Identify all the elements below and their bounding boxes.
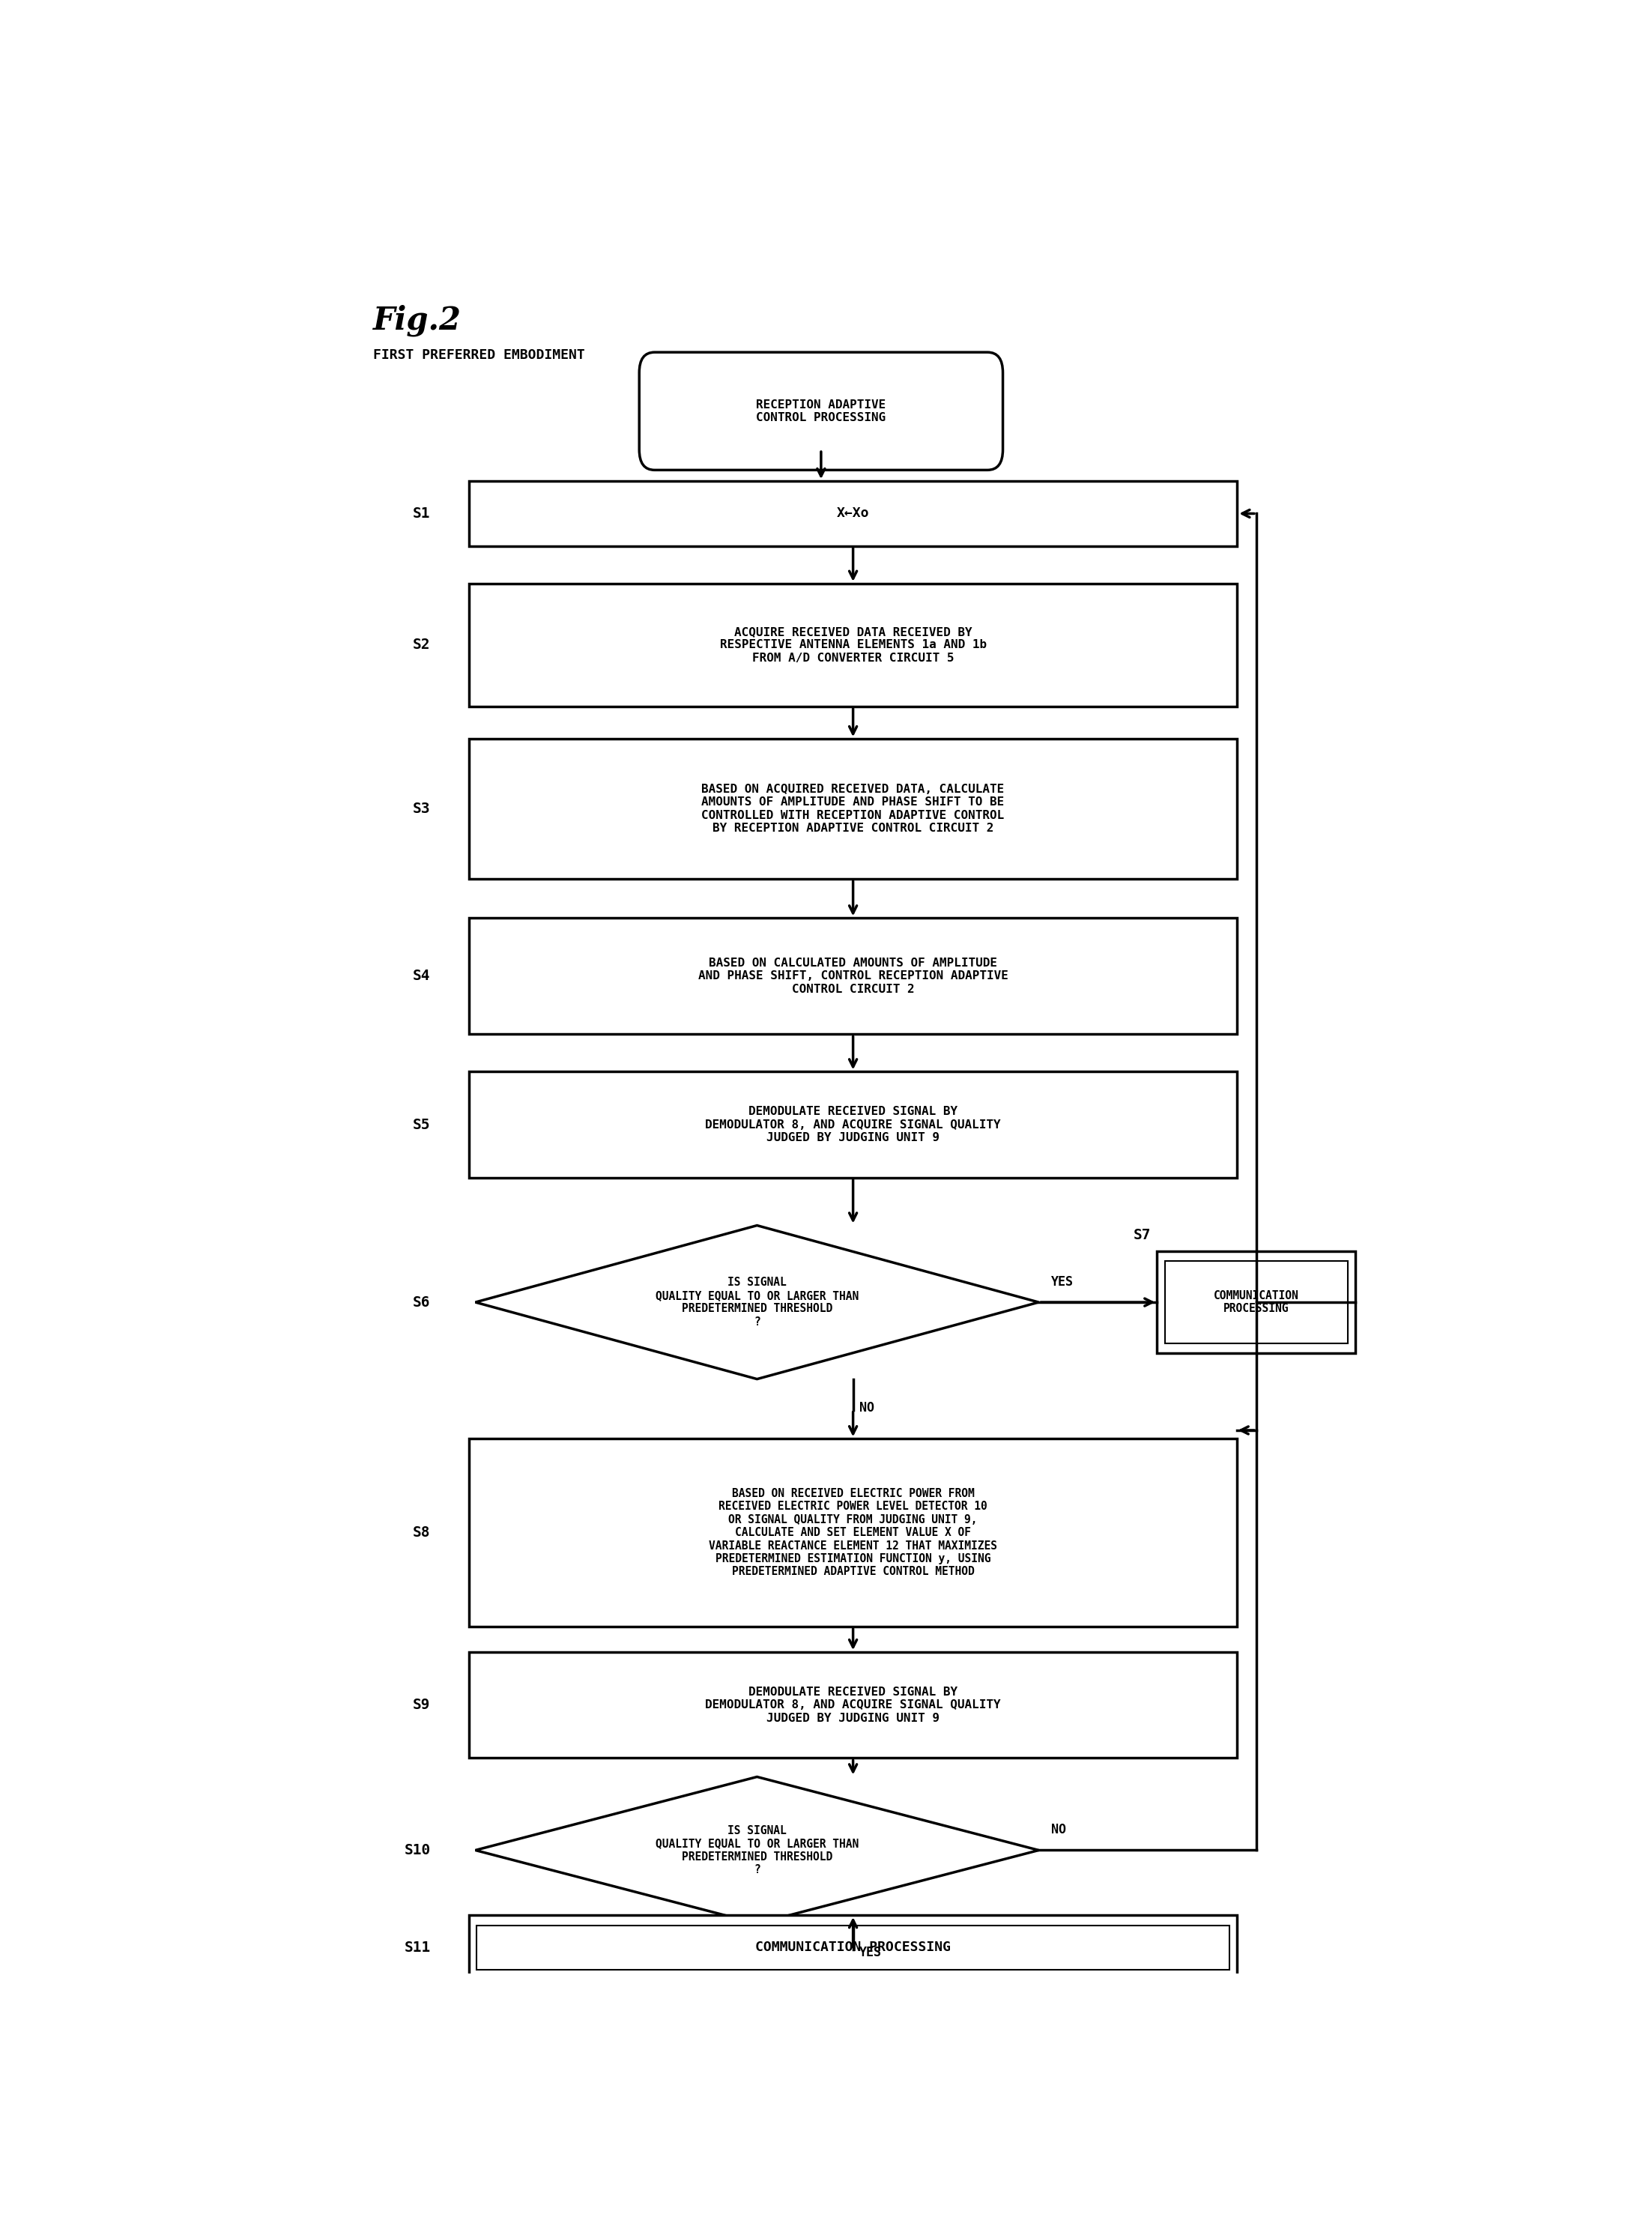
Bar — [469, 481, 1237, 545]
Text: RECEPTION ADAPTIVE
CONTROL PROCESSING: RECEPTION ADAPTIVE CONTROL PROCESSING — [757, 399, 885, 423]
Text: COMMUNICATION PROCESSING: COMMUNICATION PROCESSING — [755, 1940, 952, 1953]
Bar — [469, 1071, 1237, 1177]
Text: NO: NO — [1052, 1822, 1067, 1836]
Text: S5: S5 — [413, 1117, 431, 1133]
Text: DEMODULATE RECEIVED SIGNAL BY
DEMODULATOR 8, AND ACQUIRE SIGNAL QUALITY
JUDGED B: DEMODULATE RECEIVED SIGNAL BY DEMODULATO… — [705, 1687, 1001, 1725]
Text: S6: S6 — [413, 1295, 431, 1310]
Text: YES: YES — [859, 1947, 882, 1960]
Text: S1: S1 — [413, 505, 431, 521]
Text: BASED ON ACQUIRED RECEIVED DATA, CALCULATE
AMOUNTS OF AMPLITUDE AND PHASE SHIFT : BASED ON ACQUIRED RECEIVED DATA, CALCULA… — [702, 785, 1004, 834]
Text: S2: S2 — [413, 638, 431, 652]
Bar — [469, 583, 1237, 707]
Text: NO: NO — [859, 1401, 874, 1414]
Text: YES: YES — [1052, 1275, 1074, 1288]
Bar — [1165, 1261, 1348, 1344]
Bar — [469, 1439, 1237, 1627]
Text: BASED ON RECEIVED ELECTRIC POWER FROM
RECEIVED ELECTRIC POWER LEVEL DETECTOR 10
: BASED ON RECEIVED ELECTRIC POWER FROM RE… — [709, 1488, 998, 1579]
Text: COMMUNICATION
PROCESSING: COMMUNICATION PROCESSING — [1214, 1290, 1298, 1315]
Text: S4: S4 — [413, 969, 431, 984]
Polygon shape — [476, 1226, 1039, 1379]
Bar — [469, 918, 1237, 1033]
Text: S7: S7 — [1133, 1228, 1151, 1242]
Text: Fig.2: Fig.2 — [373, 304, 461, 337]
Text: X←Xo: X←Xo — [838, 508, 869, 521]
FancyBboxPatch shape — [639, 353, 1003, 470]
Text: S11: S11 — [405, 1940, 431, 1955]
Text: ACQUIRE RECEIVED DATA RECEIVED BY
RESPECTIVE ANTENNA ELEMENTS 1a AND 1b
FROM A/D: ACQUIRE RECEIVED DATA RECEIVED BY RESPEC… — [720, 627, 986, 663]
Text: S10: S10 — [405, 1842, 431, 1858]
Text: DEMODULATE RECEIVED SIGNAL BY
DEMODULATOR 8, AND ACQUIRE SIGNAL QUALITY
JUDGED B: DEMODULATE RECEIVED SIGNAL BY DEMODULATO… — [705, 1106, 1001, 1144]
Bar — [469, 1652, 1237, 1758]
Bar — [469, 738, 1237, 878]
Text: FIRST PREFERRED EMBODIMENT: FIRST PREFERRED EMBODIMENT — [373, 348, 585, 361]
Bar — [469, 1915, 1237, 1980]
Text: IS SIGNAL
QUALITY EQUAL TO OR LARGER THAN
PREDETERMINED THRESHOLD
?: IS SIGNAL QUALITY EQUAL TO OR LARGER THA… — [656, 1825, 859, 1876]
Bar — [1156, 1250, 1356, 1352]
Bar — [477, 1924, 1229, 1969]
Text: IS SIGNAL
QUALITY EQUAL TO OR LARGER THAN
PREDETERMINED THRESHOLD
?: IS SIGNAL QUALITY EQUAL TO OR LARGER THA… — [656, 1277, 859, 1328]
Text: S9: S9 — [413, 1698, 431, 1712]
Text: S8: S8 — [413, 1525, 431, 1541]
Text: BASED ON CALCULATED AMOUNTS OF AMPLITUDE
AND PHASE SHIFT, CONTROL RECEPTION ADAP: BASED ON CALCULATED AMOUNTS OF AMPLITUDE… — [699, 958, 1008, 995]
Text: S3: S3 — [413, 803, 431, 816]
Polygon shape — [476, 1776, 1039, 1924]
